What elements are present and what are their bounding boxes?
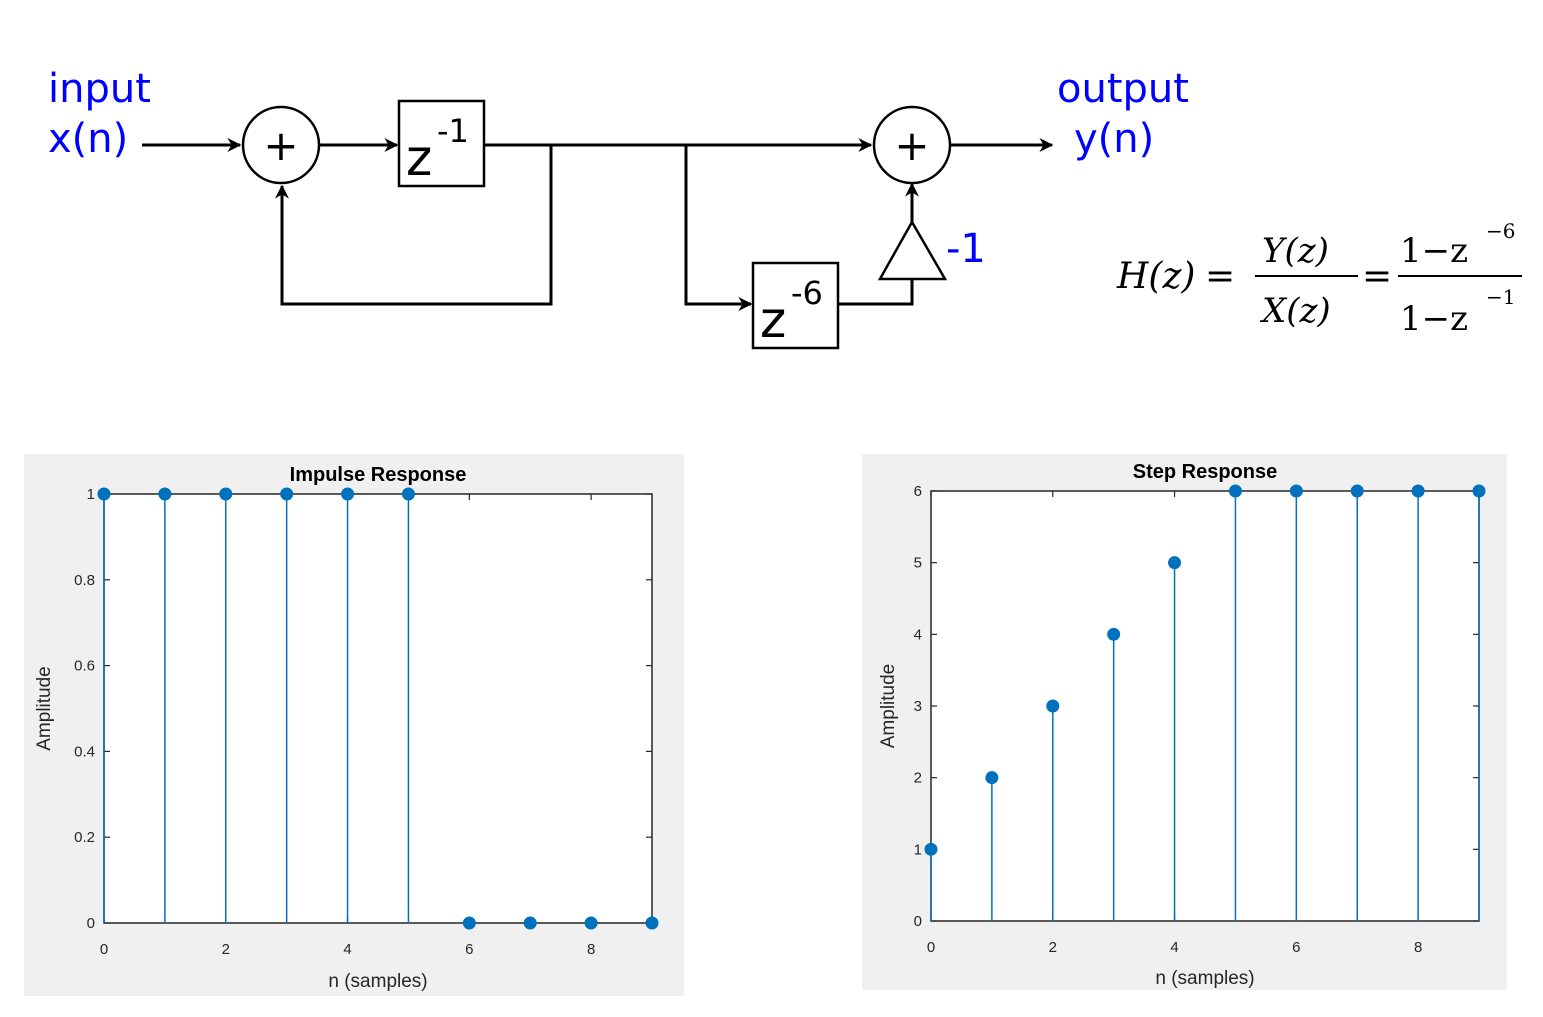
x-tick-label: 2	[222, 941, 230, 958]
stem-marker	[1411, 484, 1425, 498]
stem-marker	[401, 487, 415, 501]
delay-z6-block: z -6	[751, 261, 840, 350]
stem-marker	[924, 842, 938, 856]
y-tick-label: 0.6	[74, 658, 95, 675]
stem-marker	[219, 487, 233, 501]
branch-to-delay6-wire	[684, 145, 753, 311]
svg-text:X(z): X(z)	[1259, 291, 1331, 331]
stem-marker	[1228, 484, 1242, 498]
stem-marker	[985, 771, 999, 785]
delay-z1-block: z -1	[397, 99, 486, 188]
svg-text:-1: -1	[437, 112, 469, 150]
stem-marker	[1107, 627, 1121, 641]
y-tick-label: 1	[87, 486, 95, 503]
chart-title: Impulse Response	[290, 464, 467, 486]
stem-marker	[584, 916, 598, 930]
x-tick-label: 8	[587, 941, 595, 958]
x-tick-label: 4	[1170, 939, 1178, 956]
svg-text:=: =	[1362, 256, 1392, 297]
stem-marker	[462, 916, 476, 930]
step-response-chart: 0 1 2 3 4 5 6 0 2 4 6 8 Step Response n (samples) Ampl…	[862, 454, 1507, 990]
output-signal-label: y(n)	[1074, 116, 1154, 162]
stem-marker	[1046, 699, 1060, 713]
delay6-to-gain-wire	[838, 280, 914, 306]
y-tick-label: 1	[914, 841, 922, 858]
stem-marker	[1168, 556, 1182, 570]
x-axis-label: n (samples)	[1155, 968, 1254, 989]
svg-text:=: =	[1205, 256, 1235, 297]
svg-text:H(z): H(z)	[1116, 256, 1195, 297]
stem-marker	[645, 916, 659, 930]
y-axis-label: Amplitude	[34, 666, 55, 751]
impulse-response-chart: 0 0.2 0.4 0.6 0.8 1 0 2 4 6 8 Impulse Response n (sa…	[24, 454, 684, 996]
y-tick-label: 3	[914, 698, 922, 715]
y-tick-label: 6	[914, 483, 922, 500]
svg-text:−6: −6	[1486, 219, 1515, 243]
stem-marker	[1350, 484, 1364, 498]
svg-text:+: +	[894, 121, 929, 170]
stem-marker	[341, 487, 355, 501]
y-tick-label: 2	[914, 770, 922, 787]
svg-text:1−z: 1−z	[1400, 299, 1468, 339]
y-tick-label: 0.4	[74, 743, 95, 760]
svg-text:1−z: 1−z	[1400, 231, 1468, 271]
stem-marker	[280, 487, 294, 501]
x-tick-label: 6	[465, 941, 473, 958]
plot-area	[930, 490, 1480, 922]
output-label: output	[1057, 66, 1189, 112]
chart-title: Step Response	[1133, 461, 1277, 483]
x-tick-label: 0	[927, 939, 935, 956]
input-signal-label: x(n)	[48, 116, 128, 162]
x-tick-label: 6	[1292, 939, 1300, 956]
adder-2: +	[872, 105, 952, 185]
y-tick-label: 0.8	[74, 572, 95, 589]
svg-text:−1: −1	[1486, 285, 1515, 309]
svg-text:+: +	[263, 121, 298, 170]
y-tick-label: 4	[914, 626, 922, 643]
x-tick-label: 0	[100, 941, 108, 958]
x-tick-label: 2	[1049, 939, 1057, 956]
svg-text:Y(z): Y(z)	[1262, 231, 1329, 271]
block-diagram: input x(n) + z -1 z -6 -1 + output y(n)	[48, 66, 1522, 350]
x-tick-label: 8	[1414, 939, 1422, 956]
gain-label: -1	[946, 226, 986, 272]
feedback-wire	[275, 145, 553, 306]
y-tick-label: 0	[87, 915, 95, 932]
stem-marker	[523, 916, 537, 930]
x-tick-label: 4	[343, 941, 351, 958]
stem-marker	[1289, 484, 1303, 498]
y-axis-label: Amplitude	[878, 664, 899, 749]
stem-marker	[97, 487, 111, 501]
stem-marker	[158, 487, 172, 501]
plot-area	[103, 493, 653, 924]
svg-text:z: z	[760, 291, 786, 349]
transfer-function: H(z) = Y(z) X(z) = 1−z −6 1−z −1	[1116, 219, 1522, 339]
stem-marker	[1472, 484, 1486, 498]
svg-text:-6: -6	[791, 274, 823, 312]
svg-text:z: z	[406, 129, 432, 187]
gain-triangle	[877, 219, 948, 281]
x-axis-label: n (samples)	[328, 971, 427, 992]
y-tick-label: 5	[914, 555, 922, 572]
y-tick-label: 0	[914, 913, 922, 930]
input-label: input	[48, 66, 151, 112]
y-tick-label: 0.2	[74, 829, 95, 846]
adder-1: +	[241, 105, 321, 185]
